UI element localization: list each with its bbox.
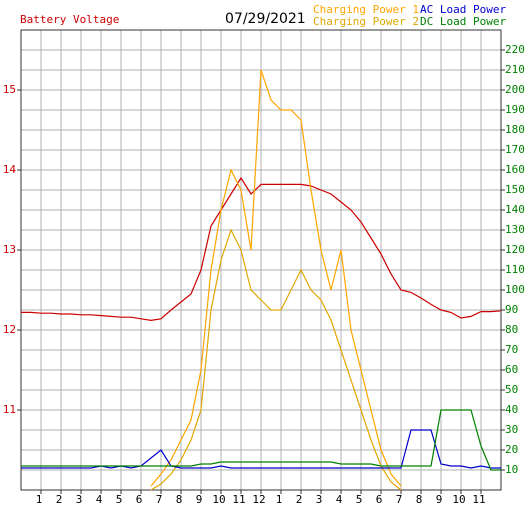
- series-line: [21, 176, 502, 322]
- x-tick-label: 8: [416, 493, 423, 506]
- x-tick-label: 1: [36, 493, 43, 506]
- x-tick-label: 9: [196, 493, 203, 506]
- y-tick-label: 12: [3, 323, 16, 336]
- y2-tick-label: 20: [505, 443, 518, 456]
- y2-tick-label: 190: [505, 103, 525, 116]
- y2-tick-label: 220: [505, 43, 525, 56]
- y2-tick-label: 120: [505, 243, 525, 256]
- series-line: [150, 69, 402, 487]
- y2-tick-label: 90: [505, 303, 518, 316]
- x-tick-label: 3: [76, 493, 83, 506]
- y2-tick-label: 200: [505, 83, 525, 96]
- y2-tick-label: 40: [505, 403, 518, 416]
- y2-tick-label: 160: [505, 163, 525, 176]
- legend-entry: Battery Voltage: [20, 13, 119, 26]
- legend-entry: Charging Power 1: [313, 3, 419, 16]
- x-tick-label: 2: [56, 493, 63, 506]
- x-tick-label: 11: [232, 493, 245, 506]
- x-tick-label: 9: [436, 493, 443, 506]
- x-tick-label: 11: [472, 493, 485, 506]
- x-tick-label: 5: [356, 493, 363, 506]
- x-tick-label: 4: [96, 493, 103, 506]
- x-tick-label: 10: [212, 493, 225, 506]
- x-tick-label: 7: [396, 493, 403, 506]
- y-tick-label: 13: [3, 243, 16, 256]
- x-tick-label: 3: [316, 493, 323, 506]
- x-tick-label: 12: [252, 493, 265, 506]
- x-tick-label: 7: [156, 493, 163, 506]
- y2-tick-label: 60: [505, 363, 518, 376]
- series-line: [150, 228, 402, 491]
- y2-tick-label: 150: [505, 183, 525, 196]
- y2-tick-label: 110: [505, 263, 525, 276]
- x-tick-label: 1: [276, 493, 283, 506]
- y2-tick-label: 130: [505, 223, 525, 236]
- y2-tick-label: 100: [505, 283, 525, 296]
- x-tick-label: 6: [136, 493, 143, 506]
- legend-entry: DC Load Power: [420, 15, 506, 28]
- y2-tick-label: 180: [505, 123, 525, 136]
- y2-tick-label: 50: [505, 383, 518, 396]
- x-tick-label: 4: [336, 493, 343, 506]
- y2-tick-label: 70: [505, 343, 518, 356]
- y-tick-label: 15: [3, 83, 16, 96]
- x-tick-label: 6: [376, 493, 383, 506]
- y2-tick-label: 170: [505, 143, 525, 156]
- y2-tick-label: 210: [505, 63, 525, 76]
- series-line: [21, 409, 501, 471]
- legend-entry: Charging Power 2: [313, 15, 419, 28]
- x-tick-label: 8: [176, 493, 183, 506]
- x-tick-label: 2: [296, 493, 303, 506]
- y2-tick-label: 140: [505, 203, 525, 216]
- y-tick-label: 11: [3, 403, 16, 416]
- y2-tick-label: 10: [505, 463, 518, 476]
- y-tick-label: 14: [3, 163, 17, 176]
- legend-entry: AC Load Power: [420, 3, 506, 16]
- chart-title: 07/29/2021: [225, 11, 306, 27]
- x-tick-label: 5: [116, 493, 123, 506]
- y2-tick-label: 80: [505, 323, 518, 336]
- x-tick-label: 10: [452, 493, 465, 506]
- y2-tick-label: 30: [505, 423, 518, 436]
